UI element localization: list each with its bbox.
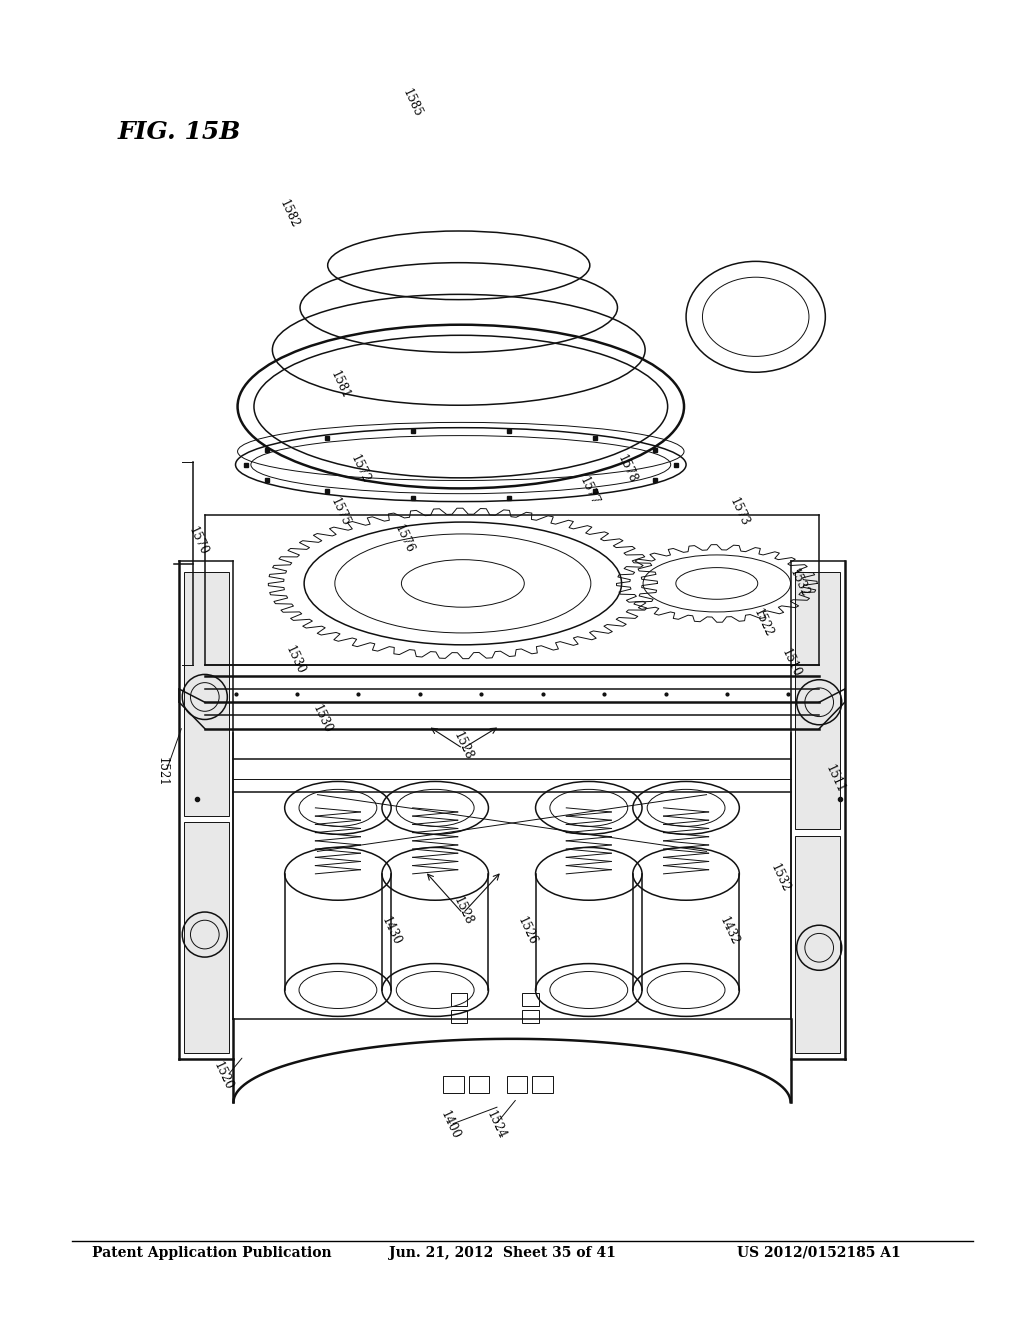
Text: 1400: 1400 — [438, 1109, 463, 1140]
Text: 1432: 1432 — [717, 915, 741, 946]
Text: 1521: 1521 — [156, 758, 168, 787]
FancyBboxPatch shape — [795, 836, 840, 1053]
Text: 1577: 1577 — [577, 475, 601, 507]
Text: US 2012/0152185 A1: US 2012/0152185 A1 — [737, 1246, 901, 1259]
Text: 1532: 1532 — [768, 862, 793, 894]
Text: 1430: 1430 — [379, 915, 403, 946]
FancyBboxPatch shape — [795, 572, 840, 829]
Text: 1578: 1578 — [614, 453, 639, 484]
FancyBboxPatch shape — [184, 572, 229, 816]
FancyBboxPatch shape — [184, 822, 229, 1053]
Text: 1520: 1520 — [211, 1060, 236, 1092]
Text: Jun. 21, 2012  Sheet 35 of 41: Jun. 21, 2012 Sheet 35 of 41 — [389, 1246, 616, 1259]
Text: 1572: 1572 — [348, 453, 373, 484]
Text: 1530: 1530 — [283, 644, 307, 676]
Text: 1530: 1530 — [310, 704, 335, 735]
Text: 1570: 1570 — [185, 525, 210, 557]
Text: 1581: 1581 — [328, 370, 352, 401]
Text: FIG. 15B: FIG. 15B — [118, 120, 241, 144]
Text: 1522: 1522 — [751, 607, 775, 639]
Text: 1582: 1582 — [276, 198, 301, 230]
Text: 1576: 1576 — [392, 523, 417, 554]
Text: 1528: 1528 — [451, 730, 475, 762]
Text: 1526: 1526 — [515, 915, 540, 946]
Text: 1573: 1573 — [727, 496, 752, 528]
Text: 1532: 1532 — [786, 568, 811, 599]
Text: 1585: 1585 — [399, 87, 424, 119]
Text: 1524: 1524 — [483, 1109, 508, 1140]
Text: 1510: 1510 — [779, 647, 804, 678]
Text: Patent Application Publication: Patent Application Publication — [92, 1246, 332, 1259]
Text: 1575: 1575 — [328, 496, 352, 528]
Text: 1511: 1511 — [822, 763, 847, 795]
Text: 1528: 1528 — [451, 895, 475, 927]
